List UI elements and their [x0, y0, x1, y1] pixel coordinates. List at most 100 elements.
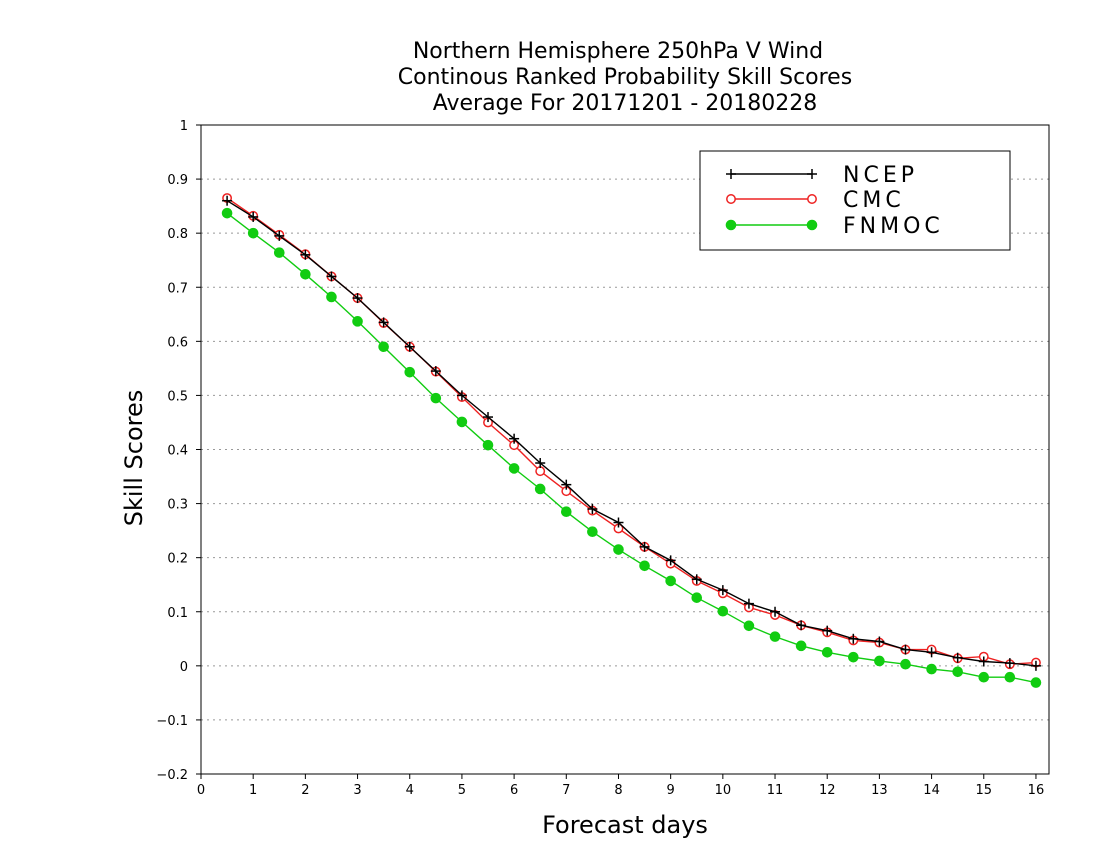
x-axis-label: Forecast days: [542, 811, 708, 839]
ncep-point: [743, 598, 754, 609]
fnmoc-point: [952, 666, 963, 678]
fnmoc-point: [534, 483, 546, 495]
y-tick-label: 0.7: [167, 281, 188, 296]
fnmoc-point: [482, 439, 494, 451]
x-tick-label: 15: [975, 783, 992, 798]
ncep-point: [352, 293, 363, 304]
ncep-point: [822, 625, 833, 636]
legend-marker: [807, 194, 817, 204]
fnmoc-point: [795, 640, 807, 652]
ncep-point: [796, 620, 807, 631]
ncep-point: [900, 644, 911, 655]
fnmoc-point: [691, 592, 703, 603]
fnmoc-point: [639, 560, 650, 572]
x-tick-label: 3: [353, 783, 361, 798]
fnmoc-point: [613, 544, 624, 555]
fnmoc-point: [769, 631, 781, 642]
fnmoc-point: [404, 366, 416, 378]
ncep-point: [639, 541, 650, 552]
x-tick-label: 4: [406, 783, 414, 798]
y-tick-label: 0.9: [167, 173, 188, 188]
legend-label-cmc: CMC: [843, 188, 905, 213]
ncep-point: [952, 652, 963, 663]
fnmoc-point: [273, 247, 285, 258]
ncep-point: [665, 555, 676, 566]
fnmoc-point: [665, 575, 676, 587]
x-tick-label: 5: [458, 783, 466, 798]
ncep-point: [1004, 658, 1015, 669]
fnmoc-point: [352, 316, 363, 327]
ncep-point: [456, 390, 467, 401]
chart-title: Northern Hemisphere 250hPa V Wind Contin…: [398, 39, 852, 116]
ncep-point: [430, 366, 441, 377]
ncep-point: [248, 211, 259, 222]
series-group: [221, 193, 1042, 688]
fnmoc-point: [221, 207, 233, 219]
ncep-point: [535, 458, 546, 469]
legend-marker: [725, 219, 737, 231]
ncep-point: [717, 585, 728, 596]
x-tick-label: 14: [923, 783, 940, 798]
fnmoc-point: [743, 620, 755, 632]
title-line-2: Continous Ranked Probability Skill Score…: [398, 65, 852, 90]
fnmoc-point: [900, 658, 911, 670]
x-tick-label: 9: [667, 783, 675, 798]
ncep-point: [222, 195, 233, 206]
y-axis-label: Skill Scores: [120, 390, 148, 527]
x-tick-label: 13: [871, 783, 888, 798]
title-line-1: Northern Hemisphere 250hPa V Wind: [413, 39, 823, 64]
fnmoc-point: [1030, 677, 1042, 688]
ncep-point: [978, 656, 989, 667]
cmc-line: [226, 197, 1037, 665]
fnmoc-line: [226, 212, 1037, 684]
ncep-point: [613, 517, 624, 528]
y-tick-label: 0.3: [167, 498, 188, 513]
fnmoc-point: [430, 392, 442, 404]
ncep-point: [1030, 660, 1041, 671]
ncep-point: [378, 317, 389, 328]
ncep-line: [226, 200, 1037, 667]
x-tick-label: 6: [510, 783, 518, 798]
legend-marker: [726, 194, 736, 204]
cmc-point: [535, 466, 546, 477]
y-tick-label: −0.1: [156, 714, 188, 729]
fnmoc-point: [821, 647, 833, 658]
fnmoc-point: [560, 506, 572, 517]
fnmoc-point: [717, 605, 729, 617]
fnmoc-point: [378, 341, 389, 353]
ncep-point: [848, 633, 859, 644]
fnmoc-point: [326, 291, 337, 303]
legend-marker: [726, 169, 736, 179]
legend-entry-cmc: CMC: [726, 188, 905, 213]
ncep-point: [274, 230, 285, 241]
fnmoc-point: [848, 651, 859, 663]
ncep-point: [509, 433, 520, 444]
fnmoc-point: [926, 663, 937, 675]
y-tick-label: 1: [180, 119, 188, 134]
fnmoc-point: [874, 655, 885, 667]
gridlines: [201, 178, 1049, 721]
ncep-point: [404, 341, 415, 352]
x-tick-label: 8: [614, 783, 622, 798]
fnmoc-point: [1004, 671, 1016, 683]
ncep-point: [587, 503, 598, 514]
y-tick-label: 0.4: [167, 444, 188, 459]
ncep-point: [874, 636, 885, 647]
ncep-point: [483, 412, 494, 423]
y-tick-label: 0.1: [167, 606, 188, 621]
x-tick-label: 0: [197, 783, 205, 798]
x-tick-label: 10: [715, 783, 732, 798]
series-ncep: [222, 195, 1041, 671]
legend-label-fnmoc: FNMOC: [843, 214, 944, 239]
axes: −0.2−0.100.10.20.30.40.50.60.70.80.910 1 2…: [156, 119, 1050, 798]
legend-label-ncep: NCEP: [843, 163, 918, 188]
fnmoc-point: [456, 416, 468, 428]
ncep-point: [326, 271, 337, 282]
legend-entry-ncep: NCEP: [726, 163, 918, 188]
ncep-point: [926, 647, 937, 658]
x-tick-label: 7: [562, 783, 570, 798]
series-fnmoc: [221, 207, 1042, 688]
